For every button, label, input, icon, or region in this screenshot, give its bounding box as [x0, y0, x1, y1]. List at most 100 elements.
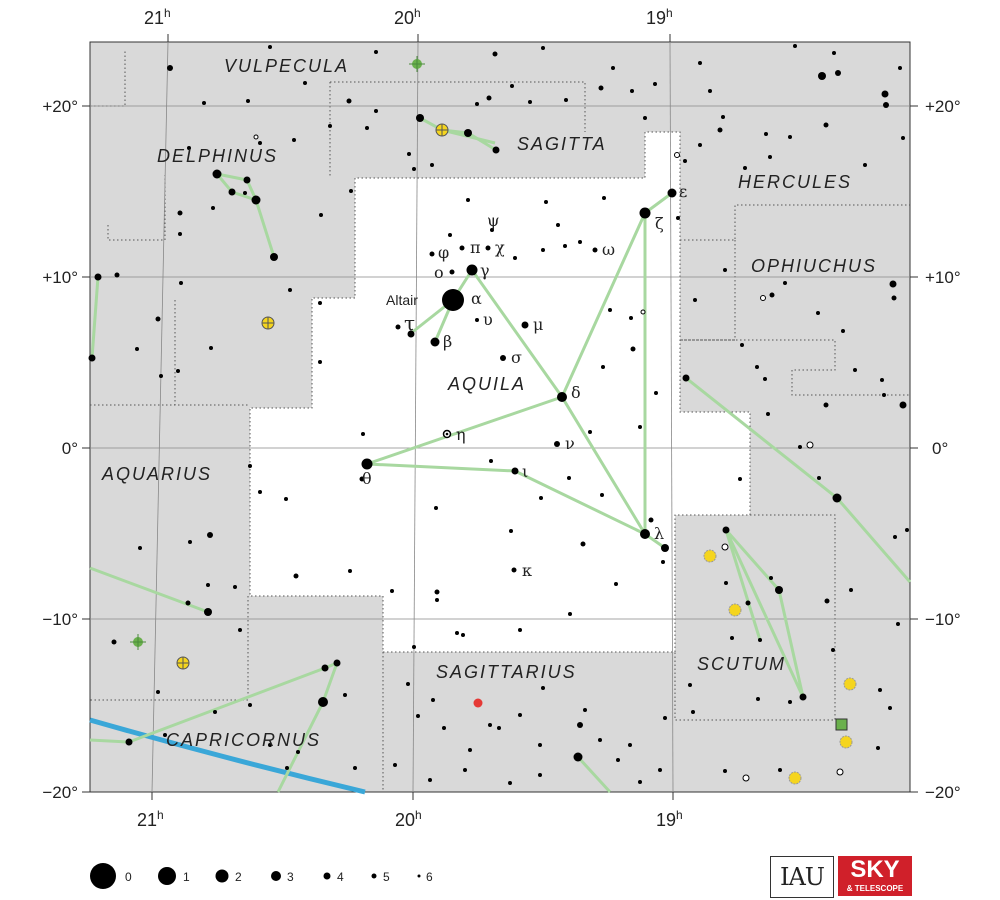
galaxy-marker	[473, 698, 483, 708]
star-labels: Altair α β γ δ ε ζ η θ ι κ λ μ ν ο π σ τ…	[362, 182, 687, 580]
coordinate-grid	[90, 41, 910, 793]
stars	[88, 44, 909, 785]
label-aquarius: AQUARIUS	[101, 464, 212, 484]
ecliptic-line	[89, 717, 366, 795]
svg-text:21h: 21h	[144, 6, 171, 28]
label-omicron: ο	[434, 263, 444, 282]
star-theta	[361, 458, 373, 470]
mag-2-dot	[215, 869, 229, 883]
mag-6-dot	[417, 874, 421, 878]
ra-labels-top: 21h 20h 19h	[144, 6, 673, 28]
star-phi	[429, 251, 435, 257]
constellation-boundaries	[90, 50, 910, 792]
label-iota: ι	[522, 462, 528, 481]
svg-text:+20°: +20°	[42, 97, 78, 116]
label-sigma: σ	[511, 348, 522, 367]
label-pi: π	[470, 238, 481, 257]
label-zeta: ζ	[655, 214, 664, 233]
svg-text:19h: 19h	[646, 6, 673, 28]
mag-3-label: 3	[287, 870, 294, 884]
svg-text:19h: 19h	[656, 808, 683, 830]
svg-text:−20°: −20°	[925, 783, 961, 802]
globular-cluster-marker	[703, 549, 857, 785]
telescope-logo-text: & TELESCOPE	[846, 884, 904, 893]
star-psi	[490, 228, 494, 232]
label-eta: η	[456, 425, 466, 444]
label-aquila: AQUILA	[447, 374, 526, 394]
open-cluster-marker	[435, 123, 449, 137]
svg-text:−10°: −10°	[42, 610, 78, 629]
label-delphinus: DELPHINUS	[157, 146, 278, 166]
mag-3-dot	[271, 871, 281, 881]
star-lambda	[640, 529, 650, 539]
deep-sky-objects	[130, 56, 857, 785]
svg-text:+20°: +20°	[925, 97, 961, 116]
star-pi	[459, 245, 465, 251]
label-upsilon: υ	[483, 310, 493, 329]
star-sigma	[500, 355, 506, 361]
open-cluster-marker	[176, 656, 190, 670]
nebula-marker	[835, 718, 848, 731]
star-zeta	[639, 207, 651, 219]
star-kappa	[511, 567, 517, 573]
open-cluster-marker	[261, 316, 275, 330]
svg-text:21h: 21h	[137, 808, 164, 830]
star-epsilon	[667, 188, 677, 198]
label-beta: β	[443, 332, 452, 351]
mag-4-dot	[323, 872, 331, 880]
star-mu	[521, 321, 529, 329]
label-altair: Altair	[386, 292, 418, 308]
mag-0-label: 0	[125, 870, 132, 884]
label-alpha: α	[471, 289, 482, 308]
dec-labels-left: +20° +10° 0° −10° −20°	[42, 97, 78, 802]
frame-ticks	[82, 34, 918, 800]
sky-logo-text: SKY	[850, 856, 900, 883]
label-chi: χ	[495, 238, 505, 257]
star-delta	[557, 392, 567, 402]
mag-6-label: 6	[426, 870, 433, 884]
label-sagitta: SAGITTA	[517, 134, 607, 154]
label-tau: τ	[404, 311, 415, 335]
svg-text:+10°: +10°	[925, 268, 961, 287]
label-scutum: SCUTUM	[697, 654, 786, 674]
label-omega: ω	[602, 240, 615, 259]
star-alpha-altair	[442, 289, 464, 311]
label-vulpecula: VULPECULA	[224, 56, 349, 76]
star-omega	[592, 247, 598, 253]
star-beta	[430, 337, 440, 347]
star-iota	[511, 467, 519, 475]
magnitude-legend: 0 1 2 3 4 5 6	[90, 863, 433, 889]
iau-logo: IAU	[770, 856, 834, 898]
constellation-names: VULPECULA SAGITTA DELPHINUS HERCULES OPH…	[101, 56, 875, 750]
star-tau	[395, 324, 401, 330]
sky-telescope-logo: SKY & TELESCOPE	[838, 856, 912, 896]
star-upsilon	[475, 318, 479, 322]
label-sagittarius: SAGITTARIUS	[436, 662, 577, 682]
svg-text:20h: 20h	[395, 808, 422, 830]
svg-text:−20°: −20°	[42, 783, 78, 802]
svg-text:0°: 0°	[62, 439, 78, 458]
svg-text:20h: 20h	[394, 6, 421, 28]
label-nu: ν	[565, 434, 575, 453]
label-phi: φ	[438, 243, 449, 262]
ra-labels-bottom: 21h 20h 19h	[137, 808, 683, 830]
label-lambda: λ	[654, 524, 664, 543]
svg-text:+10°: +10°	[42, 268, 78, 287]
label-capricornus: CAPRICORNUS	[166, 730, 321, 750]
label-hercules: HERCULES	[738, 172, 852, 192]
label-psi: ψ	[487, 211, 500, 230]
star-gamma	[466, 264, 478, 276]
star-nu	[554, 441, 560, 447]
mag-4-label: 4	[337, 870, 344, 884]
iau-logo-text: IAU	[779, 863, 825, 891]
label-epsilon: ε	[679, 182, 687, 201]
label-theta: θ	[362, 469, 372, 488]
planetary-nebula-marker	[130, 634, 146, 650]
mag-1-label: 1	[183, 870, 190, 884]
label-mu: μ	[533, 315, 543, 334]
star-omicron	[449, 269, 455, 275]
mag-5-dot	[371, 873, 377, 879]
mag-0-dot	[90, 863, 116, 889]
star-chi	[485, 245, 491, 251]
